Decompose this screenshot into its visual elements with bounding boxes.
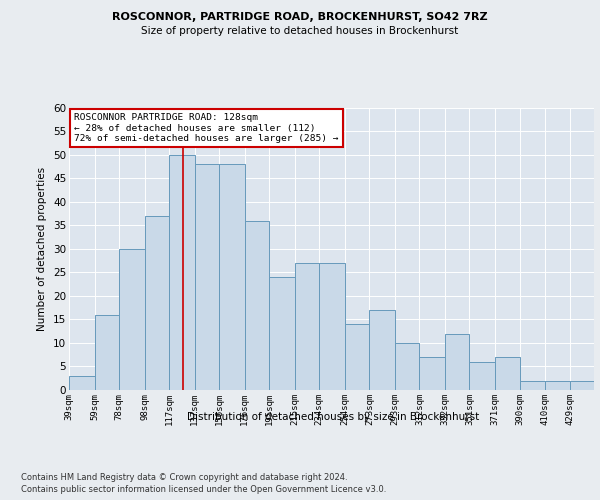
Bar [169, 154, 195, 390]
Bar [319, 263, 345, 390]
Bar [345, 324, 370, 390]
Text: ROSCONNOR PARTRIDGE ROAD: 128sqm
← 28% of detached houses are smaller (112)
72% : ROSCONNOR PARTRIDGE ROAD: 128sqm ← 28% o… [74, 113, 339, 143]
Bar [520, 380, 545, 390]
Text: Contains public sector information licensed under the Open Government Licence v3: Contains public sector information licen… [21, 485, 386, 494]
Bar [395, 343, 419, 390]
Bar [269, 277, 295, 390]
Bar [69, 376, 95, 390]
Bar [495, 357, 520, 390]
Text: Contains HM Land Registry data © Crown copyright and database right 2024.: Contains HM Land Registry data © Crown c… [21, 472, 347, 482]
Bar [119, 249, 145, 390]
Bar [195, 164, 219, 390]
Text: Distribution of detached houses by size in Brockenhurst: Distribution of detached houses by size … [187, 412, 479, 422]
Bar [245, 220, 269, 390]
Bar [295, 263, 319, 390]
Bar [219, 164, 245, 390]
Text: Size of property relative to detached houses in Brockenhurst: Size of property relative to detached ho… [142, 26, 458, 36]
Bar [145, 216, 169, 390]
Bar [95, 314, 119, 390]
Bar [419, 357, 445, 390]
Y-axis label: Number of detached properties: Number of detached properties [37, 166, 47, 331]
Bar [370, 310, 395, 390]
Bar [569, 380, 594, 390]
Bar [469, 362, 495, 390]
Text: ROSCONNOR, PARTRIDGE ROAD, BROCKENHURST, SO42 7RZ: ROSCONNOR, PARTRIDGE ROAD, BROCKENHURST,… [112, 12, 488, 22]
Bar [445, 334, 469, 390]
Bar [545, 380, 569, 390]
